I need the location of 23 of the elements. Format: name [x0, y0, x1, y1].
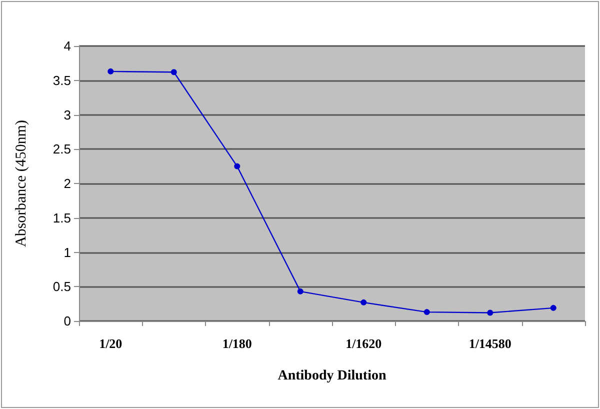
y-tick-label: 0	[64, 314, 71, 328]
point	[487, 310, 494, 316]
y-tick-label: 3.5	[52, 72, 71, 88]
point	[360, 299, 367, 306]
point	[170, 69, 177, 76]
x-tick-label: 1/1620	[346, 336, 382, 351]
y-tick-label: 3	[64, 107, 71, 122]
x-tick-label: 1/180	[222, 336, 252, 351]
point	[108, 68, 114, 74]
x-tick-label: 1/14580	[468, 336, 512, 351]
y-tick-label: 4	[64, 38, 71, 54]
y-tick-label: 0.5	[52, 279, 71, 294]
point	[297, 288, 304, 294]
point	[424, 309, 430, 316]
y-tick-label: 2	[64, 176, 71, 191]
y-tick-label: 2.5	[52, 142, 71, 157]
x-tick-label: 1/20	[99, 336, 122, 351]
y-tick-label: 1	[64, 244, 71, 260]
point	[234, 163, 240, 170]
x-axis-title: Antibody Dilution	[278, 368, 386, 384]
point	[550, 304, 556, 311]
y-tick-label: 1.5	[52, 210, 71, 226]
y-axis-title: Absorbance (450nm)	[14, 120, 30, 248]
